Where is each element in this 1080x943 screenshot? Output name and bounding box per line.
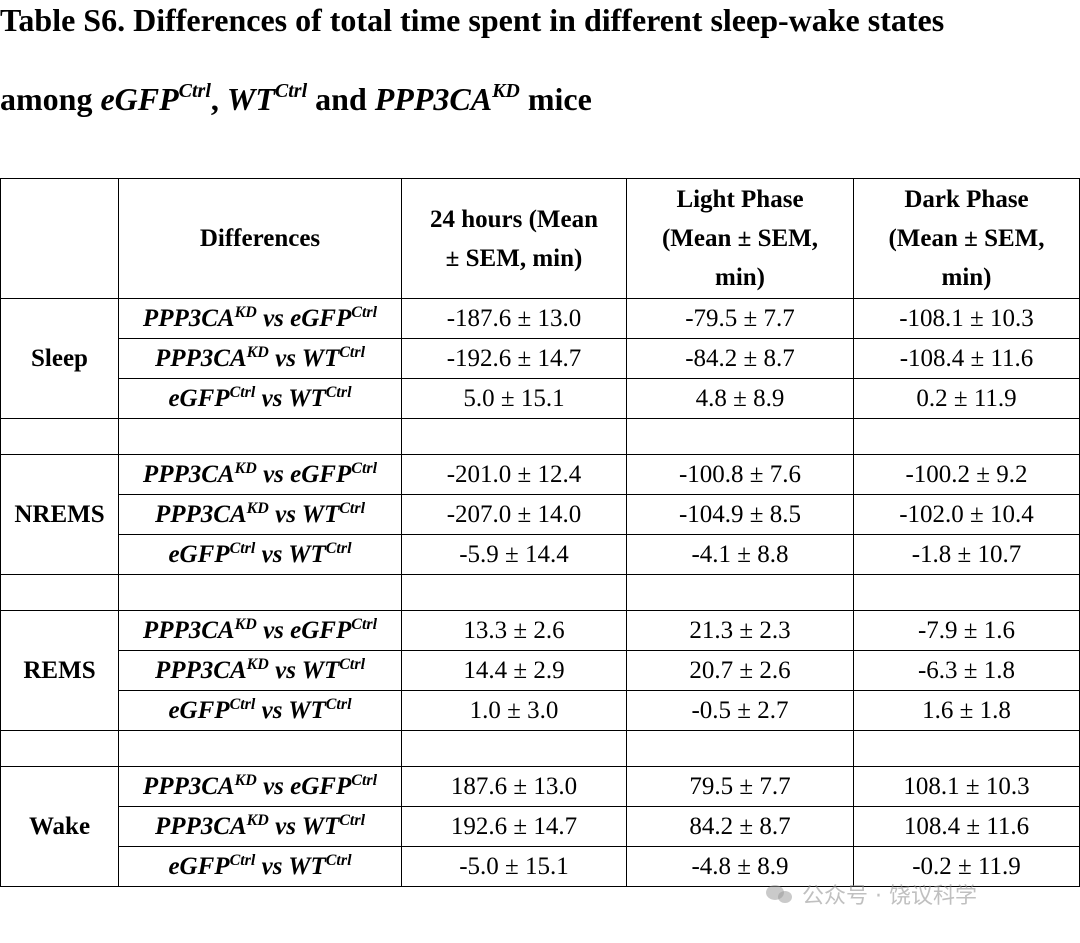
table-title-line-1: Table S6. Differences of total time spen… xyxy=(0,2,945,38)
value-24-hours: 1.0 ± 3.0 xyxy=(401,690,627,731)
table-row: eGFPCtrl vs WTCtrl -5.0 ± 15.1 -4.8 ± 8.9-… xyxy=(1,846,1080,887)
comparison-cell: PPP3CAKD vs WTCtrl xyxy=(118,494,402,535)
group-wt-ctrl: WTCtrl xyxy=(226,80,308,117)
spacer-cell xyxy=(118,418,402,455)
value-24-hours: -187.6 ± 13.0 xyxy=(401,298,627,339)
wechat-icon xyxy=(766,883,794,905)
state-label: Wake xyxy=(0,766,119,887)
table-row: eGFPCtrl vs WTCtrl 5.0 ± 15.1 4.8 ± 8.9 0.2… xyxy=(1,378,1080,419)
value-24-hours: 192.6 ± 14.7 xyxy=(401,806,627,847)
table-row: PPP3CAKD vs WTCtrl -207.0 ± 14.0 -104.9 ± … xyxy=(1,494,1080,535)
value-light-phase: -104.9 ± 8.5 xyxy=(626,494,854,535)
value-24-hours: -5.0 ± 15.1 xyxy=(401,846,627,887)
spacer-cell xyxy=(853,574,1080,611)
value-dark-phase: -100.2 ± 9.2 xyxy=(853,454,1080,495)
spacer-cell xyxy=(853,730,1080,767)
value-dark-phase: -1.8 ± 10.7 xyxy=(853,534,1080,575)
value-light-phase: -4.1 ± 8.8 xyxy=(626,534,854,575)
spacer-cell xyxy=(0,574,119,611)
value-dark-phase: 1.6 ± 1.8 xyxy=(853,690,1080,731)
table-row: PPP3CAKD vs WTCtrl 14.4 ± 2.9 20.7 ± 2.6 -6… xyxy=(1,650,1080,691)
header-row: Differences 24 hours (Mean ± SEM, min) Li… xyxy=(0,178,1080,299)
comparison-cell: PPP3CAKD vs WTCtrl xyxy=(118,650,402,691)
value-dark-phase: 108.1 ± 10.3 xyxy=(853,766,1080,807)
table-title-line-2: among eGFPCtrl, WTCtrl and PPP3CAKD mice xyxy=(0,80,592,117)
value-light-phase: 84.2 ± 8.7 xyxy=(626,806,854,847)
comparison-cell: PPP3CAKD vs eGFPCtrl xyxy=(118,610,402,651)
table-row: Sleep PPP3CAKD vs eGFPCtrl -187.6 ± 13.0 -7… xyxy=(0,298,1080,419)
spacer-cell xyxy=(401,730,627,767)
comparison-cell: PPP3CAKD vs eGFPCtrl xyxy=(118,766,402,807)
value-dark-phase: -6.3 ± 1.8 xyxy=(853,650,1080,691)
comparison-cell: eGFPCtrl vs WTCtrl xyxy=(118,534,402,575)
differences-table: Differences 24 hours (Mean ± SEM, min) Li… xyxy=(0,178,1080,887)
header-24-hours: 24 hours (Mean ± SEM, min) xyxy=(401,178,627,299)
value-light-phase: -79.5 ± 7.7 xyxy=(626,298,854,339)
spacer-row xyxy=(0,574,1080,611)
value-light-phase: -4.8 ± 8.9 xyxy=(626,846,854,887)
comparison-cell: PPP3CAKD vs WTCtrl xyxy=(118,806,402,847)
state-label: NREMS xyxy=(0,454,119,575)
value-24-hours: 14.4 ± 2.9 xyxy=(401,650,627,691)
table-row: PPP3CAKD vs WTCtrl 192.6 ± 14.7 84.2 ± 8.7… xyxy=(1,806,1080,847)
spacer-cell xyxy=(118,574,402,611)
spacer-cell xyxy=(0,730,119,767)
value-24-hours: -201.0 ± 12.4 xyxy=(401,454,627,495)
value-24-hours: -5.9 ± 14.4 xyxy=(401,534,627,575)
value-light-phase: 20.7 ± 2.6 xyxy=(626,650,854,691)
table-row: Wake PPP3CAKD vs eGFPCtrl 187.6 ± 13.0 79.5… xyxy=(0,766,1080,887)
value-dark-phase: 0.2 ± 11.9 xyxy=(853,378,1080,419)
comparison-cell: PPP3CAKD vs eGFPCtrl xyxy=(118,454,402,495)
value-dark-phase: -108.1 ± 10.3 xyxy=(853,298,1080,339)
state-label: REMS xyxy=(0,610,119,731)
value-dark-phase: -7.9 ± 1.6 xyxy=(853,610,1080,651)
spacer-cell xyxy=(401,418,627,455)
table-body: Sleep PPP3CAKD vs eGFPCtrl -187.6 ± 13.0 -7… xyxy=(0,298,1080,887)
value-24-hours: -207.0 ± 14.0 xyxy=(401,494,627,535)
spacer-cell xyxy=(118,730,402,767)
value-24-hours: 13.3 ± 2.6 xyxy=(401,610,627,651)
watermark-text: 公众号 · 饶议科学 xyxy=(802,884,977,909)
watermark: 公众号 · 饶议科学 xyxy=(766,878,977,910)
comparison-cell: PPP3CAKD vs eGFPCtrl xyxy=(118,298,402,339)
table-row: eGFPCtrl vs WTCtrl 1.0 ± 3.0 -0.5 ± 2.7 1.6… xyxy=(1,690,1080,731)
spacer-cell xyxy=(401,574,627,611)
value-24-hours: 5.0 ± 15.1 xyxy=(401,378,627,419)
value-light-phase: 21.3 ± 2.3 xyxy=(626,610,854,651)
value-24-hours: -192.6 ± 14.7 xyxy=(401,338,627,379)
comparison-cell: eGFPCtrl vs WTCtrl xyxy=(118,690,402,731)
table-row: NREMS PPP3CAKD vs eGFPCtrl -201.0 ± 12.4 -1… xyxy=(0,454,1080,575)
table-row: PPP3CAKD vs WTCtrl -192.6 ± 14.7 -84.2 ± 8… xyxy=(1,338,1080,379)
value-dark-phase: -0.2 ± 11.9 xyxy=(853,846,1080,887)
spacer-cell xyxy=(0,418,119,455)
table-row: eGFPCtrl vs WTCtrl -5.9 ± 14.4 -4.1 ± 8.8-… xyxy=(1,534,1080,575)
value-light-phase: -100.8 ± 7.6 xyxy=(626,454,854,495)
header-differences: Differences xyxy=(118,178,402,299)
value-dark-phase: 108.4 ± 11.6 xyxy=(853,806,1080,847)
value-light-phase: 79.5 ± 7.7 xyxy=(626,766,854,807)
comparison-cell: eGFPCtrl vs WTCtrl xyxy=(118,378,402,419)
comparison-cell: PPP3CAKD vs WTCtrl xyxy=(118,338,402,379)
comparison-cell: eGFPCtrl vs WTCtrl xyxy=(118,846,402,887)
spacer-row xyxy=(0,730,1080,767)
group-egfp-ctrl: eGFPCtrl xyxy=(100,80,211,117)
table-row: REMS PPP3CAKD vs eGFPCtrl 13.3 ± 2.6 21.3 ±… xyxy=(0,610,1080,731)
header-dark-phase: Dark Phase (Mean ± SEM, min) xyxy=(853,178,1080,299)
group-ppp3ca-kd: PPP3CAKD xyxy=(374,80,520,117)
spacer-cell xyxy=(626,574,854,611)
spacer-cell xyxy=(626,730,854,767)
value-light-phase: 4.8 ± 8.9 xyxy=(626,378,854,419)
value-dark-phase: -108.4 ± 11.6 xyxy=(853,338,1080,379)
spacer-cell xyxy=(853,418,1080,455)
spacer-cell xyxy=(626,418,854,455)
header-state xyxy=(0,178,119,299)
state-label: Sleep xyxy=(0,298,119,419)
value-24-hours: 187.6 ± 13.0 xyxy=(401,766,627,807)
value-light-phase: -0.5 ± 2.7 xyxy=(626,690,854,731)
header-light-phase: Light Phase (Mean ± SEM, min) xyxy=(626,178,854,299)
value-dark-phase: -102.0 ± 10.4 xyxy=(853,494,1080,535)
spacer-row xyxy=(0,418,1080,455)
value-light-phase: -84.2 ± 8.7 xyxy=(626,338,854,379)
